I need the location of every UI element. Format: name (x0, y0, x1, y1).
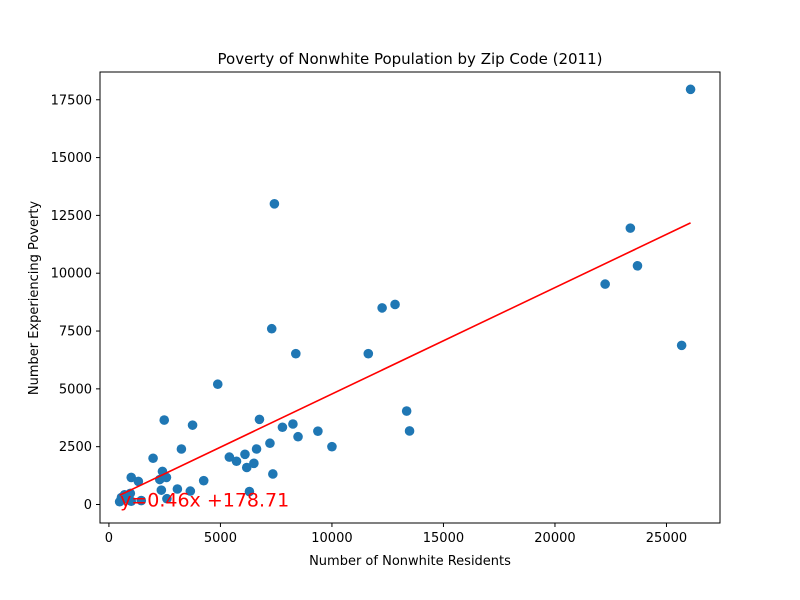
data-point (676, 340, 687, 351)
x-tick-label: 5000 (204, 531, 237, 546)
data-point (269, 199, 280, 209)
data-point (685, 84, 696, 95)
data-point (625, 223, 636, 233)
y-tick-label: 17500 (51, 93, 92, 108)
y-axis-label: Number Experiencing Poverty (27, 201, 42, 396)
data-point (251, 444, 262, 454)
y-tick-label: 10000 (51, 267, 92, 282)
data-point (231, 456, 242, 467)
data-point (277, 422, 288, 433)
data-point (401, 406, 412, 416)
data-point (404, 426, 415, 436)
x-tick-label: 20000 (534, 531, 575, 546)
data-point (241, 462, 252, 473)
data-point (244, 486, 255, 497)
data-point (313, 426, 323, 436)
x-tick-label: 0 (105, 531, 113, 546)
data-point (161, 472, 172, 483)
trendline-equation: y=0.46x +178.71 (120, 489, 289, 511)
y-tick-label: 2500 (59, 440, 92, 455)
data-point (126, 472, 137, 483)
data-point (288, 419, 298, 429)
data-point (291, 348, 301, 359)
data-point (363, 348, 374, 359)
x-tick-label: 10000 (311, 531, 352, 546)
data-point (159, 415, 170, 425)
y-tick-label: 12500 (51, 209, 92, 224)
x-axis-label: Number of Nonwhite Residents (309, 554, 511, 569)
x-tick-label: 15000 (423, 531, 464, 546)
data-point (377, 303, 387, 313)
data-point (600, 279, 610, 289)
data-point (162, 493, 172, 504)
data-point (156, 485, 167, 495)
y-tick-label: 7500 (59, 325, 92, 340)
data-point (266, 323, 277, 334)
data-point (187, 420, 198, 430)
data-point (185, 486, 196, 496)
data-point (293, 431, 303, 442)
data-point (249, 458, 259, 469)
trend-line (119, 222, 691, 496)
axes-frame (99, 71, 721, 524)
data-point (390, 299, 400, 310)
data-point (172, 484, 183, 494)
data-point (136, 495, 147, 506)
data-point (176, 444, 187, 454)
y-tick-label: 15000 (51, 151, 92, 166)
data-point (148, 453, 158, 464)
x-tick-label: 25000 (646, 531, 687, 546)
data-point (254, 414, 265, 425)
data-point (268, 469, 278, 479)
data-point (126, 496, 137, 507)
data-point (133, 476, 144, 487)
chart-title: Poverty of Nonwhite Population by Zip Co… (218, 50, 603, 68)
data-point (198, 475, 209, 486)
y-tick-label: 5000 (59, 382, 92, 397)
data-point (224, 452, 235, 462)
data-point (212, 379, 223, 390)
y-tick-label: 0 (84, 498, 92, 513)
data-point (632, 261, 643, 271)
data-point (240, 449, 250, 460)
data-point (265, 438, 275, 449)
data-point (327, 441, 337, 452)
plot-area: 0 5000 10000 15000 20000 25000 0 2500 5000 7500 10… (51, 71, 721, 546)
